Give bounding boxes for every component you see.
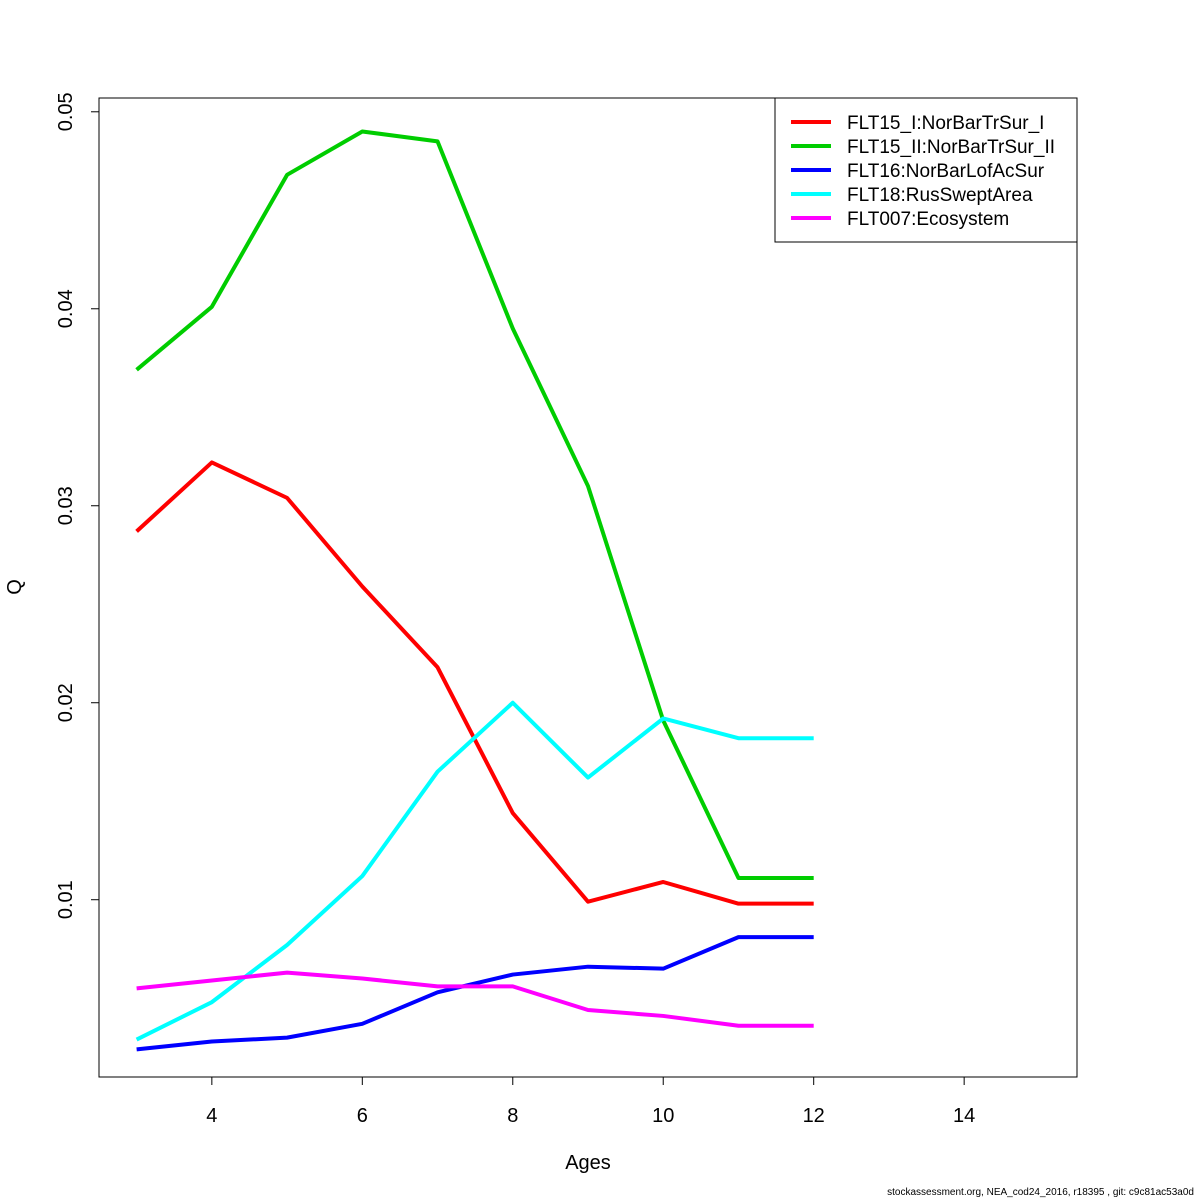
series-line-4: [135, 700, 814, 1042]
x-tick-label: 14: [953, 1105, 975, 1127]
x-tick-label: 4: [206, 1105, 217, 1127]
legend-label-3: FLT16:NorBarLofAcSur: [847, 161, 1045, 182]
series-line-2: [135, 129, 814, 881]
legend-label-1: FLT15_I:NorBarTrSur_I: [847, 113, 1044, 134]
y-axis-title: Q: [4, 579, 26, 595]
y-axis: 0.01 0.02 0.03 0.04 0.05: [55, 92, 100, 919]
footer-credit: stockassessment.org, NEA_cod24_2016, r18…: [887, 1187, 1194, 1198]
y-tick-label: 0.01: [55, 880, 77, 919]
series-line-5: [136, 970, 814, 1028]
legend: FLT15_I:NorBarTrSur_I FLT15_II:NorBarTrSu…: [774, 97, 1078, 243]
x-tick-label: 6: [357, 1105, 368, 1127]
x-tick-label: 12: [803, 1105, 825, 1127]
series-layer: [135, 129, 814, 1052]
x-tick-label: 10: [652, 1105, 674, 1127]
y-tick-label: 0.05: [55, 92, 77, 131]
y-tick-label: 0.04: [55, 289, 77, 328]
legend-label-5: FLT007:Ecosystem: [847, 209, 1009, 230]
legend-label-4: FLT18:RusSweptArea: [847, 185, 1033, 206]
y-tick-label: 0.03: [55, 486, 77, 525]
series-line-3: [136, 935, 814, 1052]
series-line-1: [135, 460, 814, 906]
y-tick-label: 0.02: [55, 683, 77, 722]
x-axis: 4 6 8 10 12 14: [206, 1076, 975, 1127]
x-axis-title: Ages: [565, 1152, 611, 1174]
legend-label-2: FLT15_II:NorBarTrSur_II: [847, 137, 1055, 158]
x-tick-label: 8: [507, 1105, 518, 1127]
